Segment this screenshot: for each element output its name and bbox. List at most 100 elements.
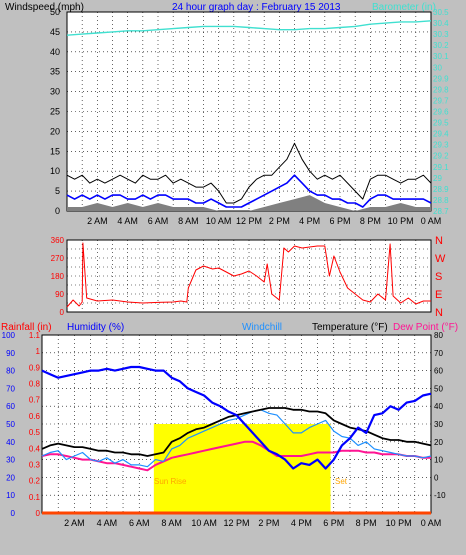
wind-x-tick-label: 4 AM <box>117 216 138 226</box>
rain-tick-label: 0.8 <box>29 380 41 389</box>
wind-x-tick-label: 6 AM <box>148 216 169 226</box>
direction-tick-label: 270 <box>51 254 65 263</box>
wind-x-tick-label: 4 PM <box>299 216 320 226</box>
wind-gust-line <box>66 142 432 204</box>
wind-x-tick-label: 10 PM <box>388 216 414 226</box>
windchill-line <box>41 409 432 468</box>
chart-title: 24 hour graph day : February 15 2013 <box>172 2 341 13</box>
windspeed-axis-title: Windspeed (mph) <box>5 2 84 13</box>
temp-tick-label: 80 <box>434 331 443 340</box>
humidity-tick-label: 30 <box>6 456 15 465</box>
wind-x-tick-label: 8 AM <box>178 216 199 226</box>
wind-direction-line <box>66 242 431 308</box>
barometer-line <box>66 20 432 36</box>
wind-x-tick-label: 6 PM <box>329 216 350 226</box>
rain-tick-label: 1.1 <box>29 331 41 340</box>
rain-tick-label: 0.2 <box>29 477 41 486</box>
barometer-tick-label: 28.8 <box>433 196 449 205</box>
wind-tick-label: 40 <box>50 47 60 57</box>
daylight-fill <box>153 424 331 513</box>
humidity-tick-label: 80 <box>6 367 15 376</box>
direction-tick-label: 90 <box>55 290 64 299</box>
series-lines <box>41 20 432 515</box>
wind-x-tick-label: 2 AM <box>87 216 108 226</box>
humidity-tick-label: 90 <box>6 349 15 358</box>
climate-x-tick-label: 8 AM <box>161 518 182 528</box>
humidity-tick-label: 40 <box>6 438 15 447</box>
compass-label: E <box>435 289 442 301</box>
rain-tick-label: 0.7 <box>29 396 41 405</box>
dewpoint-line <box>41 440 431 472</box>
wind-minimum-area <box>67 195 431 211</box>
barometer-tick-label: 30 <box>433 63 442 72</box>
compass-label: N <box>435 235 443 247</box>
climate-x-tick-label: 6 PM <box>323 518 344 528</box>
wind-tick-label: 10 <box>50 166 60 176</box>
temp-tick-label: 60 <box>434 367 443 376</box>
direction-tick-label: 180 <box>51 272 65 281</box>
barometer-tick-label: 30.3 <box>433 30 449 39</box>
wind-tick-label: 0 <box>55 206 60 216</box>
climate-x-tick-label: 0 AM <box>421 518 442 528</box>
temp-tick-label: 70 <box>434 349 443 358</box>
wind-tick-label: 50 <box>50 7 60 17</box>
axis-labels: 0510152025303540455028.728.828.92929.129… <box>2 7 449 528</box>
barometer-tick-label: 30.5 <box>433 8 449 17</box>
humidity-tick-label: 50 <box>6 420 15 429</box>
humidity-tick-label: 10 <box>6 491 15 500</box>
wind-grid <box>67 12 431 211</box>
wind-x-tick-label: 0 AM <box>421 216 442 226</box>
climate-x-tick-label: 4 PM <box>291 518 312 528</box>
daylight-band <box>153 424 331 513</box>
rain-tick-label: 0.6 <box>29 412 41 421</box>
wind-tick-label: 35 <box>50 67 60 77</box>
wind-average-line <box>66 174 432 208</box>
rain-tick-label: 0 <box>36 509 41 518</box>
wind-x-tick-label: 12 PM <box>236 216 262 226</box>
barometer-tick-label: 30.2 <box>433 41 449 50</box>
rain-tick-label: 0.1 <box>29 493 41 502</box>
climate-x-tick-label: 10 PM <box>386 518 412 528</box>
compass-label: N <box>435 307 443 319</box>
barometer-tick-label: 29.1 <box>433 163 449 172</box>
rain-tick-label: 0.9 <box>29 363 41 372</box>
wind-tick-label: 30 <box>50 87 60 97</box>
climate-x-tick-label: 2 AM <box>64 518 85 528</box>
barometer-tick-label: 30.4 <box>433 19 449 28</box>
wind-tick-label: 5 <box>55 186 60 196</box>
direction-tick-label: 360 <box>51 236 65 245</box>
barometer-tick-label: 29.4 <box>433 130 449 139</box>
wind-tick-label: 45 <box>50 27 60 37</box>
temperature-axis-title: Temperature (°F) <box>312 322 388 333</box>
humidity-tick-label: 0 <box>11 509 16 518</box>
barometer-tick-label: 29.8 <box>433 85 449 94</box>
humidity-tick-label: 70 <box>6 384 15 393</box>
wind-tick-label: 20 <box>50 126 60 136</box>
temp-tick-label: -10 <box>434 491 446 500</box>
barometer-tick-label: 29.7 <box>433 96 449 105</box>
climate-x-tick-label: 6 AM <box>129 518 150 528</box>
barometer-tick-label: 30.1 <box>433 52 449 61</box>
barometer-tick-label: 29.5 <box>433 119 449 128</box>
sunset-label: Set <box>335 477 348 486</box>
humidity-axis-title: Humidity (%) <box>67 322 124 333</box>
temp-tick-label: 20 <box>434 438 443 447</box>
barometer-tick-label: 28.9 <box>433 185 449 194</box>
wind-x-tick-label: 8 PM <box>360 216 381 226</box>
rain-tick-label: 1 <box>36 347 41 356</box>
rain-tick-label: 0.3 <box>29 460 41 469</box>
climate-x-tick-label: 4 AM <box>97 518 118 528</box>
humidity-line <box>41 365 432 470</box>
climate-x-tick-label: 10 AM <box>191 518 217 528</box>
barometer-tick-label: 29 <box>433 174 442 183</box>
rain-tick-label: 0.5 <box>29 428 41 437</box>
wind-x-tick-label: 10 AM <box>206 216 232 226</box>
barometer-tick-label: 29.3 <box>433 141 449 150</box>
compass-label: W <box>435 253 446 265</box>
wind-x-tick-label: 2 PM <box>269 216 290 226</box>
climate-x-tick-label: 8 PM <box>356 518 377 528</box>
wind-tick-label: 25 <box>50 107 60 117</box>
wind-panel <box>66 11 432 212</box>
barometer-tick-label: 28.7 <box>433 207 449 216</box>
